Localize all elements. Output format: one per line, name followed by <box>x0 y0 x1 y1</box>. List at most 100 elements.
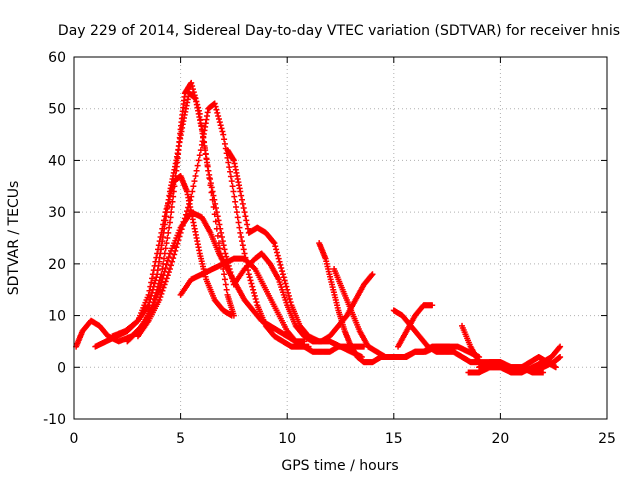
data-point <box>222 250 229 257</box>
data-point <box>149 289 156 296</box>
x-tick-label: 25 <box>598 431 616 447</box>
x-tick-label: 5 <box>176 431 185 447</box>
data-point <box>236 224 243 231</box>
data-point <box>164 257 171 264</box>
data-point <box>239 242 246 249</box>
data-point <box>205 167 212 174</box>
data-point <box>234 214 241 221</box>
data-point <box>166 224 173 231</box>
plot-frame <box>73 56 608 420</box>
data-point <box>193 167 200 174</box>
data-point <box>160 255 167 262</box>
data-point <box>274 252 281 259</box>
data-point <box>169 198 176 205</box>
data-point <box>218 233 225 240</box>
x-tick-label: 20 <box>491 431 509 447</box>
data-point <box>237 188 244 195</box>
data-point <box>557 343 564 350</box>
data-point <box>213 106 220 113</box>
data-point <box>221 246 228 253</box>
data-point <box>285 289 292 296</box>
data-point <box>180 218 187 225</box>
series-trace-15 <box>476 353 559 371</box>
data-point <box>223 286 230 293</box>
data-point <box>228 178 235 185</box>
data-point <box>252 296 259 303</box>
data-point <box>238 233 245 240</box>
data-point <box>429 302 436 309</box>
data-point <box>183 208 190 215</box>
data-point <box>246 274 253 281</box>
y-tick-label: 0 <box>57 360 66 376</box>
data-point <box>237 229 244 236</box>
data-point <box>212 205 219 212</box>
data-point <box>552 364 559 371</box>
data-point <box>227 168 234 175</box>
data-point <box>283 283 290 290</box>
data-point <box>189 82 196 89</box>
data-point <box>212 103 219 110</box>
data-point <box>221 276 228 283</box>
data-point <box>192 172 199 179</box>
data-point <box>273 249 280 256</box>
data-point <box>163 240 170 247</box>
data-point <box>182 211 189 218</box>
x-tick-label: 10 <box>278 431 296 447</box>
data-point <box>217 122 224 129</box>
data-point <box>218 125 225 132</box>
data-point <box>210 192 217 199</box>
data-point <box>164 235 171 241</box>
y-axis-label: SDTVAR / TECUs <box>6 181 22 296</box>
y-tick-label: 10 <box>48 309 66 325</box>
data-point <box>181 215 188 222</box>
data-point <box>174 240 181 247</box>
data-point <box>197 147 204 154</box>
data-point <box>540 369 547 376</box>
x-axis-label: GPS time / hours <box>281 458 398 474</box>
data-point <box>279 271 286 278</box>
data-point <box>278 264 285 271</box>
y-tick-label: 30 <box>48 205 66 221</box>
data-point <box>222 281 229 288</box>
data-point <box>230 188 237 195</box>
data-point <box>369 271 376 278</box>
data-point <box>211 100 218 107</box>
data-point <box>147 296 154 303</box>
y-tick-label: 60 <box>48 50 66 66</box>
data-point <box>207 176 214 183</box>
data-point <box>227 173 234 180</box>
data-point <box>214 232 221 239</box>
data-point <box>165 254 172 261</box>
data-point <box>160 284 167 291</box>
data-point <box>244 225 251 232</box>
data-point <box>239 200 246 207</box>
data-point <box>228 312 235 319</box>
data-point <box>248 280 255 287</box>
data-point <box>217 225 224 232</box>
data-point <box>272 243 279 250</box>
data-point <box>277 261 284 268</box>
data-point <box>164 272 171 279</box>
data-point <box>152 277 159 284</box>
data-point <box>213 209 220 216</box>
data-point <box>253 299 260 306</box>
data-point <box>211 196 218 203</box>
data-point <box>286 296 293 303</box>
data-point <box>162 264 169 271</box>
data-point <box>219 128 226 135</box>
data-point <box>220 131 227 138</box>
data-point <box>557 353 564 360</box>
data-point <box>225 159 232 166</box>
data-point <box>249 283 256 290</box>
data-point <box>219 238 226 245</box>
data-point <box>214 109 221 116</box>
chart-title: Day 229 of 2014, Sidereal Day-to-day VTE… <box>58 23 620 39</box>
data-point <box>280 274 287 281</box>
data-point <box>190 183 197 190</box>
data-point <box>149 286 156 293</box>
data-point <box>556 344 563 351</box>
data-point <box>216 221 223 228</box>
data-point <box>165 269 172 276</box>
